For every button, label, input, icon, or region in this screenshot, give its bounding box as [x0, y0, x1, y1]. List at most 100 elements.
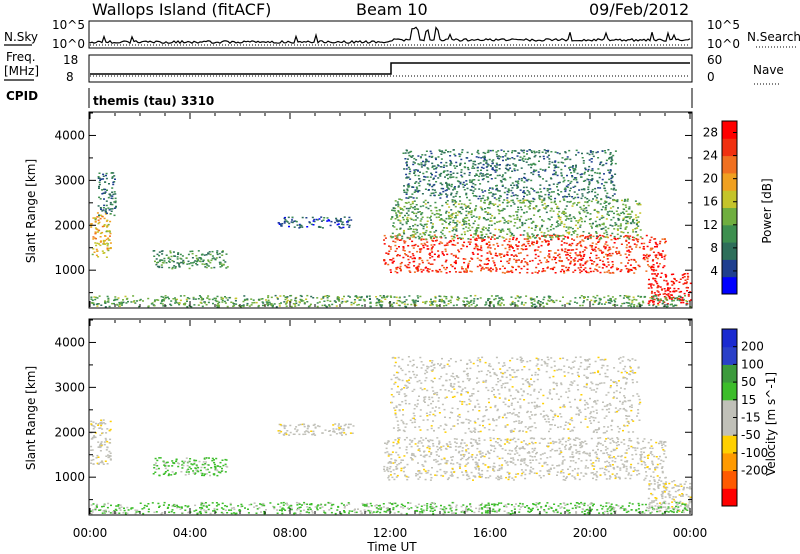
power-cell — [470, 189, 473, 191]
power-cell — [602, 222, 605, 225]
power-cell — [208, 298, 211, 300]
power-cell — [522, 186, 525, 189]
power-cell — [462, 245, 465, 247]
power-cell — [614, 150, 617, 152]
power-cell — [106, 245, 109, 247]
power-cell — [596, 263, 599, 266]
velocity-cell — [613, 468, 616, 470]
power-cell — [221, 254, 224, 256]
power-cell — [615, 223, 618, 226]
power-cell — [485, 219, 488, 221]
velocity-cell — [154, 471, 157, 473]
power-cell — [418, 258, 421, 260]
power-cell — [655, 297, 658, 300]
power-cell — [503, 150, 505, 153]
velocity-cell — [539, 458, 542, 460]
velocity-cell — [402, 470, 405, 473]
power-cell — [475, 173, 478, 175]
power-cell — [490, 253, 493, 255]
power-cell — [599, 163, 601, 166]
power-cell — [438, 219, 441, 221]
power-cell — [623, 208, 626, 211]
power-cell — [429, 150, 432, 153]
velocity-cell — [192, 470, 195, 472]
power-cell — [472, 163, 475, 165]
power-cell — [604, 200, 607, 202]
power-cell — [366, 295, 368, 298]
power-cell — [613, 235, 616, 238]
power-cell — [435, 229, 438, 232]
power-cell — [422, 301, 424, 303]
power-cell — [634, 200, 637, 202]
power-cell — [502, 299, 505, 301]
power-cell — [476, 265, 479, 268]
power-cell — [481, 266, 484, 269]
power-cell — [556, 183, 559, 186]
power-cell — [542, 270, 545, 272]
velocity-cell — [428, 455, 431, 458]
power-cell — [458, 250, 461, 253]
power-cell — [564, 165, 567, 167]
velocity-cell — [152, 473, 155, 475]
power-cell — [572, 178, 575, 181]
power-cell — [399, 265, 402, 268]
velocity-cell — [572, 460, 575, 462]
velocity-cell — [201, 474, 203, 477]
power-cell — [180, 261, 183, 264]
power-cell — [93, 237, 96, 239]
power-cell — [568, 255, 571, 257]
power-cell — [510, 244, 512, 246]
power-cell — [552, 183, 555, 185]
power-cell — [598, 176, 601, 179]
power-cell — [122, 299, 124, 301]
velocity-cell — [472, 458, 474, 461]
power-cell — [162, 305, 165, 307]
nave-label: Nave — [753, 63, 784, 77]
power-cell — [507, 150, 510, 153]
power-cell — [508, 240, 511, 243]
velocity-cell — [406, 452, 409, 454]
power-cell — [287, 216, 290, 219]
power-cell — [579, 263, 582, 265]
power-cell — [582, 240, 585, 242]
power-cell — [669, 287, 672, 289]
power-cell — [482, 156, 484, 158]
power-cell — [101, 250, 104, 252]
power-cell — [658, 254, 661, 256]
power-cell — [449, 217, 452, 220]
power-cell — [568, 233, 570, 235]
power-cell — [398, 246, 400, 248]
power-cell — [513, 150, 516, 152]
power-cell — [486, 257, 489, 260]
power-cell — [649, 299, 652, 302]
power-cell — [432, 178, 435, 180]
power-cell — [523, 195, 525, 198]
power-cell — [463, 172, 466, 175]
velocity-cell — [475, 463, 478, 466]
velocity-cell — [95, 457, 98, 459]
power-cell — [347, 295, 350, 297]
power-cell — [105, 256, 108, 258]
power-cell — [435, 166, 438, 169]
power-cell — [411, 201, 414, 203]
power-cell — [604, 208, 607, 211]
velocity-cell — [154, 464, 157, 467]
power-cell — [552, 300, 555, 302]
power-cell — [435, 239, 438, 242]
power-cell — [407, 152, 410, 154]
velocity-cell — [90, 423, 93, 425]
power-cell — [460, 174, 463, 177]
power-cell — [431, 235, 434, 238]
power-cell — [394, 207, 397, 210]
velocity-cell — [104, 423, 107, 425]
power-cell — [479, 206, 482, 208]
power-cell — [121, 302, 124, 304]
power-cell — [598, 302, 601, 305]
velocity-cell — [577, 458, 580, 460]
power-cell — [207, 260, 210, 263]
power-cell — [412, 299, 415, 301]
power-cell — [671, 284, 674, 286]
power-cell — [608, 178, 611, 181]
velocity-cell — [90, 420, 93, 423]
power-cell — [457, 237, 459, 240]
